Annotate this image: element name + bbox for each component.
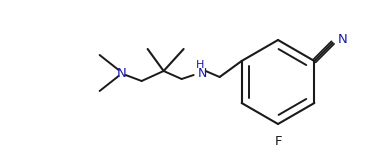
Text: N: N bbox=[117, 67, 127, 80]
Text: N: N bbox=[198, 67, 207, 80]
Text: H: H bbox=[195, 60, 204, 70]
Text: N: N bbox=[338, 33, 347, 46]
Text: F: F bbox=[274, 135, 282, 148]
